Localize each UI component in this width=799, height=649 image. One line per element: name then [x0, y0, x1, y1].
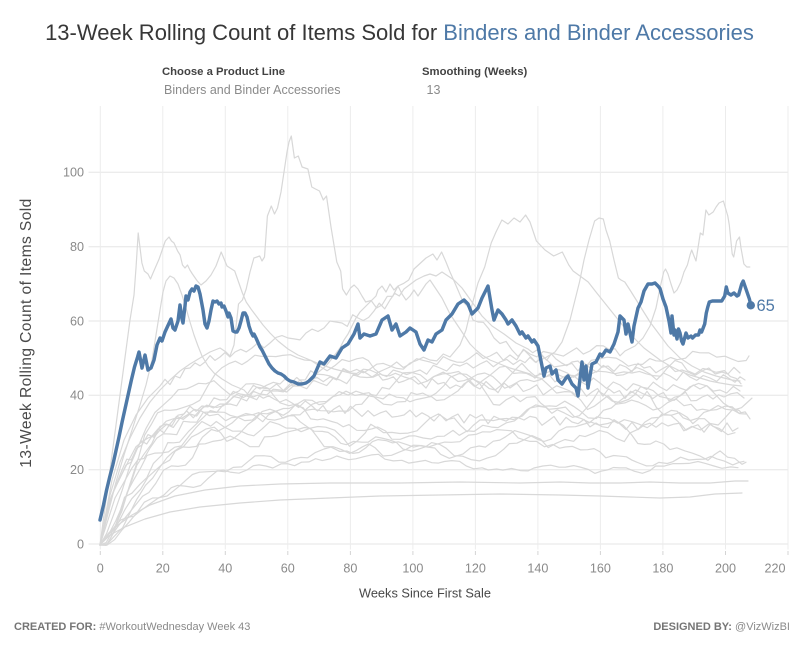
svg-text:Weeks Since First Sale: Weeks Since First Sale [359, 586, 491, 601]
svg-text:20: 20 [156, 561, 170, 575]
svg-text:160: 160 [590, 561, 611, 575]
svg-text:100: 100 [63, 166, 84, 180]
svg-text:80: 80 [343, 561, 357, 575]
svg-text:0: 0 [77, 537, 84, 551]
svg-text:13-Week Rolling Count of Items: 13-Week Rolling Count of Items Sold [18, 198, 35, 467]
svg-text:180: 180 [652, 561, 673, 575]
svg-text:40: 40 [218, 561, 232, 575]
svg-text:100: 100 [402, 561, 423, 575]
svg-text:65: 65 [757, 297, 775, 315]
svg-text:60: 60 [281, 561, 295, 575]
svg-text:120: 120 [465, 561, 486, 575]
svg-text:200: 200 [715, 561, 736, 575]
svg-text:220: 220 [764, 561, 785, 575]
svg-text:20: 20 [70, 463, 84, 477]
svg-text:80: 80 [70, 240, 84, 254]
svg-text:140: 140 [527, 561, 548, 575]
svg-text:60: 60 [70, 314, 84, 328]
svg-text:0: 0 [97, 561, 104, 575]
svg-text:40: 40 [70, 389, 84, 403]
